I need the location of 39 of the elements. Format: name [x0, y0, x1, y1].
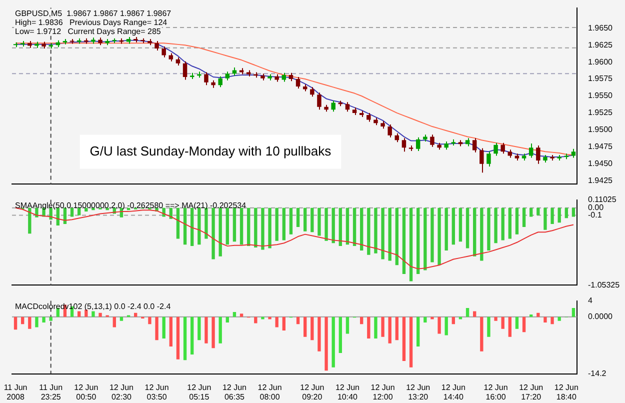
- annotation: G/U last Sunday-Monday with 10 pullbaks: [90, 143, 332, 158]
- x-tick-label: 12 Jun 14:40: [441, 382, 466, 402]
- x-tick-label: 11 Jun 23:25: [39, 382, 63, 402]
- x-tick-label: 12 Jun 02:30: [109, 382, 134, 402]
- chart-title: MACDcoloredv102 (5,13,1) 0.0 -2.4 0.0 -2.4: [15, 302, 172, 312]
- x-tick-label: 12 Jun 09:20: [300, 382, 324, 402]
- annotation: GBPUSD,M5 1.9867 1.9867 1.9867 1.9867: [15, 9, 172, 18]
- y-tick-label: -0.1: [588, 210, 602, 220]
- y-tick-label: 1.9475: [588, 142, 614, 152]
- annotation: Low= 1.9712 Current Days Range= 285: [15, 27, 162, 36]
- chart-title: SMAAngle(50,0.15000000,2,0) -0.262580 ==> MA(21) -0.202534: [15, 201, 247, 210]
- y-tick-label: 0.00: [588, 203, 604, 212]
- x-tick-label: 12 Jun 18:40: [554, 382, 578, 402]
- x-tick-label: 12 Jun 06:35: [222, 382, 246, 402]
- y-tick-label: 1.9500: [588, 125, 614, 134]
- x-tick-label: 12 Jun 16:00: [484, 382, 508, 402]
- x-tick-label: 12 Jun 00:50: [74, 382, 98, 402]
- y-tick-label: -14.2: [588, 369, 607, 378]
- x-tick-label: 11 Jun 2008: [4, 382, 28, 402]
- x-tick-label: 12 Jun 08:00: [258, 382, 282, 402]
- x-tick-label: 12 Jun 05:15: [187, 382, 212, 402]
- x-tick-label: 12 Jun 03:50: [144, 382, 169, 402]
- x-tick-label: 12 Jun 12:00: [370, 382, 395, 402]
- y-tick-label: 1.9450: [588, 159, 614, 168]
- annotation: High= 1.9836 Previous Days Range= 124: [15, 18, 168, 28]
- x-tick-label: 12 Jun 17:20: [519, 382, 544, 402]
- y-tick-label: 4: [588, 296, 593, 306]
- y-tick-label: 1.9600: [588, 57, 614, 66]
- y-tick-label: 1.9550: [588, 91, 614, 100]
- y-tick-label: 1.9525: [588, 108, 614, 118]
- x-tick-label: 12 Jun 13:20: [406, 382, 430, 402]
- y-tick-label: 1.9425: [588, 176, 614, 186]
- y-tick-label: 0.0000: [588, 312, 614, 322]
- y-tick-label: 1.9650: [588, 23, 614, 32]
- x-tick-label: 12 Jun 10:40: [335, 382, 360, 402]
- y-tick-label: 1.9625: [588, 40, 614, 50]
- y-tick-label: 0.11025: [588, 195, 617, 204]
- y-tick-label: -1.05325: [588, 280, 620, 290]
- y-tick-label: 1.9575: [588, 74, 614, 84]
